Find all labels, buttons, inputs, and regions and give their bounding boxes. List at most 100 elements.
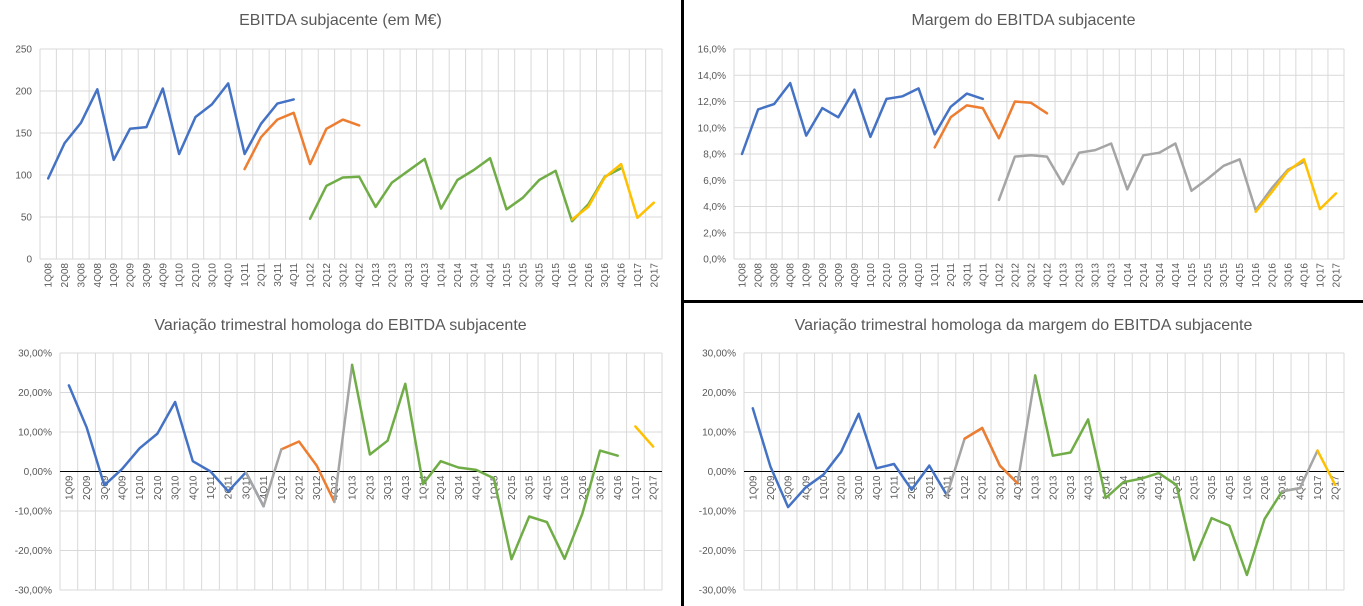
y-tick-label: -10,00%: [15, 507, 52, 518]
y-tick-label: 2,0%: [703, 228, 726, 239]
x-tick-label: 3Q09: [784, 475, 795, 500]
x-tick-label: 4Q14: [472, 475, 483, 500]
x-tick-label: 4Q14: [1171, 263, 1182, 288]
x-tick-label: 2Q08: [754, 263, 765, 288]
x-tick-label: 3Q10: [898, 263, 909, 288]
series-line-s4: [350, 363, 619, 561]
x-tick-label: 1Q08: [44, 263, 55, 288]
x-tick-label: 4Q15: [1225, 475, 1236, 500]
x-tick-label: 3Q11: [241, 475, 252, 499]
x-tick-label: 2Q15: [507, 475, 518, 500]
x-tick-label: 2Q09: [126, 263, 137, 288]
x-tick-label: 2Q10: [153, 475, 164, 500]
x-tick-label: 4Q13: [401, 475, 412, 500]
y-tick-label: 30,00%: [702, 349, 736, 360]
x-tick-label: 1Q08: [738, 263, 749, 288]
x-tick-label: 1Q10: [135, 475, 146, 500]
series-line-s5: [1280, 449, 1319, 493]
x-tick-label: 1Q17: [1313, 475, 1324, 500]
x-tick-label: 3Q15: [525, 475, 536, 500]
x-tick-label: 4Q11: [259, 475, 270, 499]
series-line-s2: [243, 111, 361, 171]
x-tick-label: 4Q09: [850, 263, 861, 288]
chart-margem-ebitda: Margem do EBITDA subjacente 0,0% 2,0% 4,0% 6…: [698, 12, 1345, 288]
x-tick-label: 4Q09: [158, 263, 169, 288]
x-tick-label: 2Q13: [365, 475, 376, 500]
x-tick-label: 4Q13: [1107, 263, 1118, 288]
x-tick-label: 2Q11: [946, 263, 957, 287]
x-tick-label: 2Q15: [518, 263, 529, 288]
y-tick-label: 20,00%: [18, 388, 52, 399]
x-tick-label: 1Q13: [1059, 263, 1070, 288]
x-tick-label: 1Q13: [371, 263, 382, 288]
y-tick-label: 0,0%: [703, 255, 726, 266]
x-tick-label: 4Q10: [872, 475, 883, 500]
series-line-s3b: [333, 363, 354, 504]
x-tick-label: 4Q11: [289, 263, 300, 287]
x-tick-label: 3Q09: [100, 475, 111, 500]
x-tick-label: 3Q16: [600, 263, 611, 288]
chart-ebitda-subjacente: EBITDA subjacente (em M€) 0 50 100 150 200 250…: [15, 12, 663, 288]
y-tick-label: -20,00%: [15, 546, 52, 557]
y-tick-label: -30,00%: [699, 586, 736, 597]
x-tick-label: 3Q11: [273, 263, 284, 287]
y-tick-label: 16,0%: [698, 45, 726, 56]
x-tick-label: 1Q12: [306, 263, 317, 288]
x-tick-label: 1Q14: [418, 475, 429, 500]
series-line-s4: [1033, 374, 1302, 577]
x-tick-label: 2Q13: [1075, 263, 1086, 288]
x-tick-label: 1Q15: [1187, 263, 1198, 288]
x-tick-label: 4Q16: [613, 475, 624, 500]
series-line-s1: [46, 82, 295, 180]
x-tick-label: 3Q14: [1155, 263, 1166, 288]
x-tick-label: 1Q11: [930, 263, 941, 287]
x-tick-label: 1Q17: [1315, 263, 1326, 288]
x-tick-label: 3Q11: [962, 263, 973, 287]
x-tick-label: 4Q14: [1154, 475, 1165, 500]
x-tick-label: 2Q16: [584, 263, 595, 288]
x-tick-label: 2Q13: [1048, 475, 1059, 500]
x-tick-label: 4Q13: [1084, 475, 1095, 500]
chart-title: EBITDA subjacente (em M€): [239, 12, 442, 29]
x-tick-label: 2Q08: [60, 263, 71, 288]
x-tick-label: 2Q11: [224, 475, 235, 499]
series-line-s3: [244, 448, 283, 508]
x-tick-label: 4Q15: [1235, 263, 1246, 288]
y-tick-label: 250: [15, 45, 32, 56]
x-tick-label: 1Q17: [633, 263, 644, 288]
y-tick-label: 8,0%: [703, 150, 726, 161]
x-tick-label: 1Q12: [994, 263, 1005, 288]
x-tick-label: 1Q15: [502, 263, 513, 288]
y-tick-label: 0: [26, 255, 32, 266]
x-tick-label: 3Q14: [469, 263, 480, 288]
x-tick-label: 1Q13: [1031, 475, 1042, 500]
x-tick-label: 4Q11: [978, 263, 989, 287]
x-tick-label: 3Q15: [535, 263, 546, 288]
y-tick-label: 50: [21, 213, 33, 224]
series-line-s2: [933, 100, 1049, 149]
x-tick-label: 3Q12: [995, 475, 1006, 500]
x-tick-label: 1Q16: [1242, 475, 1253, 500]
x-tick-label: 2Q16: [1267, 263, 1278, 288]
x-tick-label: 3Q14: [1137, 475, 1148, 500]
x-tick-label: 1Q09: [64, 475, 75, 500]
x-tick-label: 3Q08: [76, 263, 87, 288]
x-tick-label: 3Q09: [142, 263, 153, 288]
series-line-s1: [751, 407, 949, 509]
series-line-s1: [740, 81, 985, 156]
y-tick-label: -20,00%: [699, 546, 736, 557]
x-tick-label: 4Q12: [355, 263, 366, 288]
x-tick-label: 2Q12: [1010, 263, 1021, 288]
x-tick-label: 2Q10: [191, 263, 202, 288]
y-tick-label: 10,00%: [702, 428, 736, 439]
x-tick-label: 4Q10: [914, 263, 925, 288]
series-line-s3: [963, 426, 1019, 485]
y-tick-label: 4,0%: [703, 202, 726, 213]
y-tick-label: 30,00%: [18, 349, 52, 360]
series-line-s3: [308, 156, 623, 223]
x-tick-label: 2Q09: [82, 475, 93, 500]
y-tick-label: 6,0%: [703, 176, 726, 187]
y-tick-label: -10,00%: [699, 507, 736, 518]
x-tick-label: 3Q13: [383, 475, 394, 500]
x-tick-label: 1Q12: [960, 475, 971, 500]
